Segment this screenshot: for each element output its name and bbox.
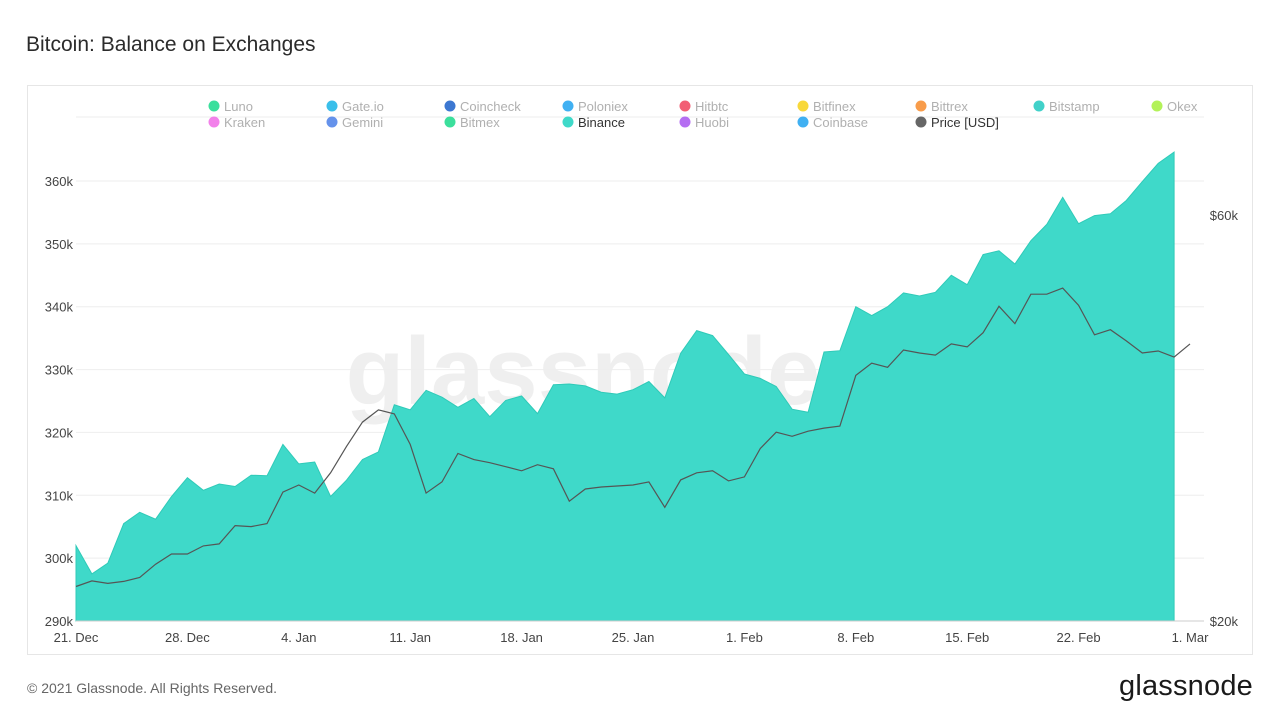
- y-left-tick-label: 330k: [45, 363, 74, 378]
- x-tick-label: 25. Jan: [612, 630, 655, 645]
- x-tick-label: 4. Jan: [281, 630, 316, 645]
- legend-marker[interactable]: [444, 100, 456, 112]
- legend-item-label[interactable]: Binance: [578, 115, 625, 130]
- legend-item-label[interactable]: Bittrex: [931, 99, 968, 114]
- chart-frame: glassnode 290k 300k 310k 320k 330k 340k 350k 360…: [27, 85, 1253, 655]
- x-tick-label: 1. Feb: [726, 630, 763, 645]
- legend-marker[interactable]: [326, 100, 338, 112]
- legend-marker[interactable]: [797, 116, 809, 128]
- legend-marker[interactable]: [208, 100, 220, 112]
- y-right-tick-label: $60k: [1210, 208, 1239, 223]
- y-left-tick-label: 290k: [45, 614, 74, 629]
- legend-marker[interactable]: [208, 116, 220, 128]
- page-title: Bitcoin: Balance on Exchanges: [26, 33, 316, 56]
- glassnode-logo[interactable]: glassnode: [1118, 670, 1253, 702]
- legend-marker[interactable]: [326, 116, 338, 128]
- x-tick-label: 11. Jan: [389, 630, 431, 645]
- legend-marker[interactable]: [562, 100, 574, 112]
- legend-item-label[interactable]: Kraken: [224, 115, 265, 130]
- legend-marker[interactable]: [679, 116, 691, 128]
- legend-marker[interactable]: [915, 100, 927, 112]
- legend-item-label[interactable]: Gemini: [342, 115, 383, 130]
- legend-item-label[interactable]: Gate.io: [342, 99, 384, 114]
- legend-marker[interactable]: [562, 116, 574, 128]
- y-left-tick-label: 340k: [45, 300, 74, 315]
- legend-item-label[interactable]: Huobi: [695, 115, 729, 130]
- price-line[interactable]: [75, 287, 1191, 588]
- legend-item-label[interactable]: Okex: [1167, 99, 1198, 114]
- x-tick-label: 21. Dec: [54, 630, 99, 645]
- legend-marker[interactable]: [1033, 100, 1045, 112]
- x-tick-label: 1. Mar: [1172, 630, 1210, 645]
- x-tick-label: 18. Jan: [500, 630, 543, 645]
- legend-marker[interactable]: [444, 116, 456, 128]
- x-tick-label: 8. Feb: [837, 630, 874, 645]
- legend-item-label[interactable]: Bitstamp: [1049, 99, 1100, 114]
- legend-marker[interactable]: [679, 100, 691, 112]
- legend-item-label[interactable]: Hitbtc: [695, 99, 729, 114]
- legend-item-label[interactable]: Poloniex: [578, 99, 628, 114]
- binance-area[interactable]: [75, 151, 1175, 622]
- y-right-tick-label: $20k: [1210, 614, 1239, 629]
- legend-item-label[interactable]: Coinbase: [813, 115, 868, 130]
- legend-marker[interactable]: [915, 116, 927, 128]
- legend-marker[interactable]: [1151, 100, 1163, 112]
- y-left-tick-label: 310k: [45, 488, 74, 503]
- x-tick-label: 15. Feb: [945, 630, 989, 645]
- y-left-tick-label: 300k: [45, 551, 74, 566]
- legend-item-label[interactable]: Bitmex: [460, 115, 500, 130]
- y-left-tick-label: 360k: [45, 174, 74, 189]
- legend-item-label[interactable]: Price [USD]: [931, 115, 999, 130]
- y-left-tick-label: 320k: [45, 425, 74, 440]
- x-tick-label: 22. Feb: [1057, 630, 1101, 645]
- legend-item-label[interactable]: Coincheck: [460, 99, 521, 114]
- copyright-text: © 2021 Glassnode. All Rights Reserved.: [27, 680, 278, 696]
- balance-chart[interactable]: glassnode290k300k310k320k330k340k350k360…: [28, 86, 1252, 654]
- y-left-tick-label: 350k: [45, 237, 74, 252]
- x-tick-label: 28. Dec: [165, 630, 210, 645]
- legend-item-label[interactable]: Bitfinex: [813, 99, 856, 114]
- legend-item-label[interactable]: Luno: [224, 99, 253, 114]
- legend-marker[interactable]: [797, 100, 809, 112]
